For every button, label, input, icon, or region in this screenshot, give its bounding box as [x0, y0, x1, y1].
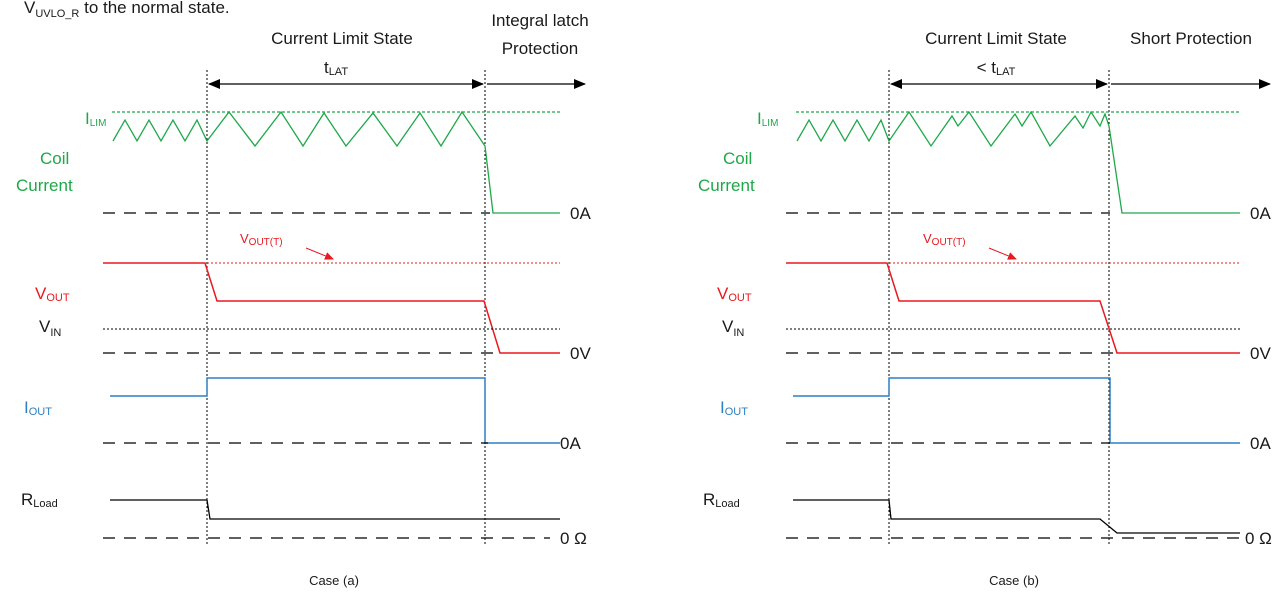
case-b-state-label: Current Limit State	[925, 29, 1067, 48]
header-text: VUVLO_R to the normal state.	[24, 0, 230, 20]
case-b-vin-label: VIN	[722, 317, 744, 339]
case-a-protection-label-2: Protection	[502, 39, 579, 58]
case-a-coil-zero-label: 0A	[570, 204, 591, 223]
case-b-coil-label-2: Current	[698, 176, 755, 195]
case-a-coil-label-2: Current	[16, 176, 73, 195]
case-b-caption: Case (b)	[989, 573, 1039, 588]
case-b-vout-waveform	[786, 262, 1240, 354]
case-b-rload-waveform	[793, 499, 1240, 534]
case-a-coil-current-waveform	[112, 110, 560, 214]
case-b-vout-zero-label: 0V	[1250, 344, 1271, 363]
case-b-diagram: Current Limit State < tLAT Short Protect…	[698, 29, 1272, 588]
case-a-rload-waveform	[110, 499, 560, 520]
case-a-iout-waveform	[110, 377, 560, 444]
case-b-iout-waveform	[793, 377, 1240, 444]
case-b-coil-label-1: Coil	[723, 149, 752, 168]
case-a-vout-waveform	[103, 262, 560, 354]
case-b-time-label: < tLAT	[977, 58, 1016, 78]
case-a-state-label: Current Limit State	[271, 29, 413, 48]
case-b-rload-label: RLoad	[703, 490, 740, 510]
case-a-rload-label: RLoad	[21, 490, 58, 510]
case-b-ilim-label: ILIM	[757, 109, 778, 129]
case-a-vout-zero-label: 0V	[570, 344, 591, 363]
case-b-protection-label: Short Protection	[1130, 29, 1252, 48]
case-b-vout-label: VOUT	[717, 284, 752, 304]
case-a-vin-label: VIN	[39, 317, 61, 339]
case-a-caption: Case (a)	[309, 573, 359, 588]
case-b-coil-current-waveform	[796, 110, 1240, 214]
case-a-rload-zero-label: 0 Ω	[560, 529, 587, 548]
case-a-coil-label-1: Coil	[40, 149, 69, 168]
case-a-iout-zero-label: 0A	[560, 434, 581, 453]
case-a-iout-label: IOUT	[24, 398, 52, 418]
case-a-vout-label: VOUT	[35, 284, 70, 304]
case-a-protection-label-1: Integral latch	[491, 11, 588, 30]
case-b-rload-zero-label: 0 Ω	[1245, 529, 1272, 548]
case-a-ilim-label: ILIM	[85, 109, 106, 129]
case-a-diagram: Current Limit State tLAT Integral latch …	[16, 11, 591, 588]
case-a-vout-t-label: VOUT(T)	[240, 231, 283, 248]
case-b-coil-zero-label: 0A	[1250, 204, 1271, 223]
case-b-iout-zero-label: 0A	[1250, 434, 1271, 453]
case-b-vout-t-label: VOUT(T)	[923, 231, 966, 248]
case-a-vout-t-pointer	[305, 247, 334, 260]
case-b-iout-label: IOUT	[720, 398, 748, 418]
case-b-vout-t-pointer	[988, 247, 1017, 260]
case-a-time-label: tLAT	[324, 58, 348, 78]
